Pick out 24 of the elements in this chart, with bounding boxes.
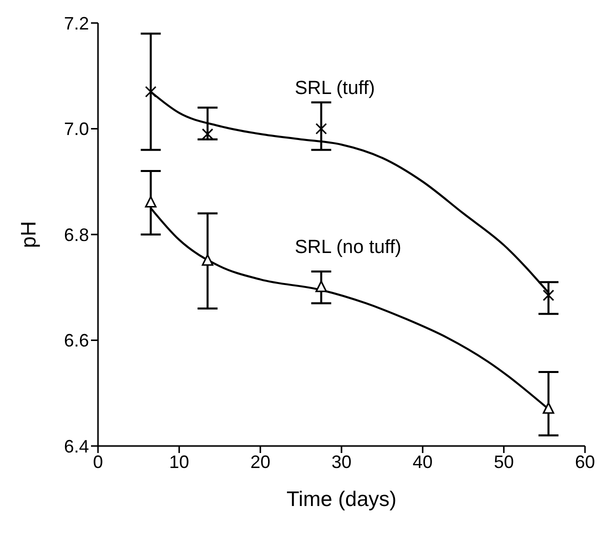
y-tick-label: 6.6 (64, 330, 89, 351)
point (315, 123, 327, 134)
x-tick-label: 40 (412, 452, 433, 472)
x-axis-title: Time (days) (286, 488, 397, 511)
point (542, 402, 554, 414)
series-label: SRL (no tuff) (294, 236, 402, 258)
point (202, 254, 214, 266)
x-tick-label: 60 (574, 452, 596, 472)
y-tick-label: 7.0 (64, 119, 89, 140)
x-tick-label: 50 (494, 452, 514, 472)
y-tick-label: 6.4 (64, 436, 89, 456)
series-label: SRL (tuff) (294, 78, 375, 100)
point (202, 128, 214, 140)
point (542, 290, 554, 302)
point (315, 280, 327, 292)
point (145, 86, 157, 98)
y-axis-title: pH (17, 221, 40, 248)
x-tick-label: 30 (331, 452, 352, 472)
x-tick-label: 0 (92, 452, 104, 472)
x-tick-label: 20 (250, 452, 270, 472)
y-tick-label: 6.8 (64, 224, 89, 245)
y-tick-label: 7.2 (64, 13, 89, 34)
x-tick-label: 10 (169, 452, 190, 472)
point (145, 196, 157, 208)
